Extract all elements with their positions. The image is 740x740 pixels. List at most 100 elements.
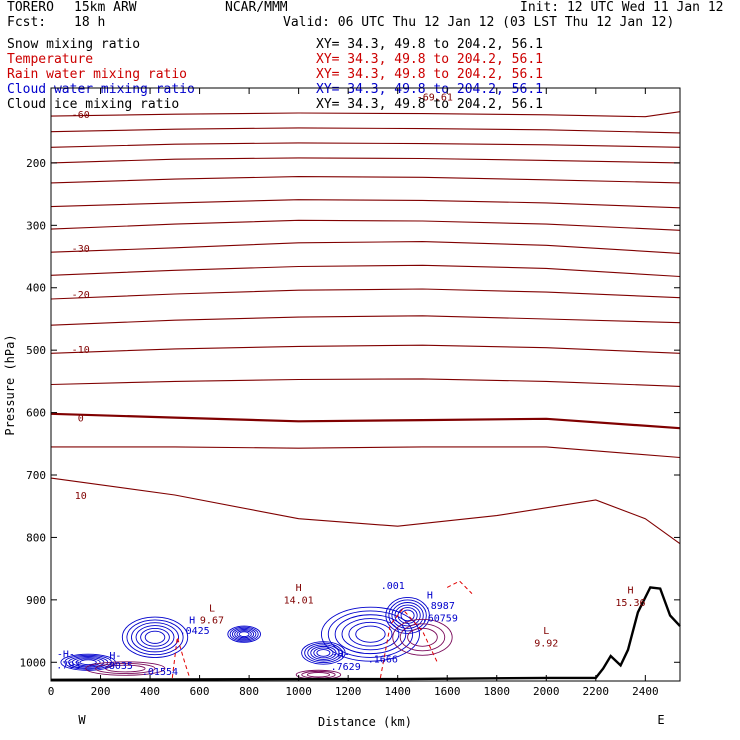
cloud-water-contour <box>394 604 421 627</box>
rain-contour <box>446 580 473 594</box>
field-xy-cloud-ice: XY= 34.3, 49.8 to 204.2, 56.1 <box>316 97 543 112</box>
temperature-contour <box>51 446 681 459</box>
cloud-water-contour <box>341 618 400 651</box>
contour-annotation: 9.92 <box>534 639 558 650</box>
temperature-contour <box>50 176 681 184</box>
field-xy-temperature: XY= 34.3, 49.8 to 204.2, 56.1 <box>316 52 543 67</box>
contour-annotation: 15.36 <box>615 598 645 609</box>
terrain-profile <box>50 586 681 681</box>
init-label: Init: 12 UTC Wed 11 Jan 12 <box>520 0 724 15</box>
temperature-contour <box>50 412 681 430</box>
cloud-water-contour <box>236 630 252 639</box>
temperature-contour-label: -10 <box>72 345 90 356</box>
domain-label: TORERO <box>7 0 54 15</box>
y-tick-label: 700 <box>26 469 46 482</box>
temperature-contour-label: -20 <box>72 290 90 301</box>
field-name-temperature: Temperature <box>7 52 94 67</box>
snow-contour <box>95 663 156 675</box>
cloud-annotation: .1666 <box>368 654 398 665</box>
snow-contour <box>105 664 146 673</box>
temperature-contour-label: 10 <box>75 491 87 502</box>
snow-contours <box>85 618 453 680</box>
cloud-water-contour <box>227 625 261 643</box>
temperature-contour <box>50 477 681 545</box>
cloud-water-contour <box>234 629 255 640</box>
cloud-water-contour <box>229 626 259 642</box>
cloud-annotation: .793 <box>56 661 80 672</box>
cloud-water-contour <box>316 649 331 657</box>
cloud-water-contour <box>313 647 334 659</box>
x-tick-label: 1000 <box>285 685 312 698</box>
cloud-water-contour <box>304 642 343 664</box>
cloud-water-contours <box>60 597 430 671</box>
x-tick-label: 400 <box>140 685 160 698</box>
x-axis-label: Distance (km) <box>318 715 412 729</box>
temperature-contour <box>50 378 681 387</box>
cloud-annotation: .0425 <box>180 626 210 637</box>
cloud-water-contour <box>126 619 184 656</box>
y-tick-label: 200 <box>26 157 46 170</box>
snow-contour <box>306 672 331 678</box>
cloud-water-contour <box>391 602 424 629</box>
cloud-water-contour <box>355 625 386 643</box>
contour-annotation: -69.61 <box>417 92 453 103</box>
temperature-contour <box>50 241 681 254</box>
x-tick-label: 2000 <box>533 685 560 698</box>
cloud-annotation: .7629 <box>331 662 361 673</box>
cloud-water-contour <box>400 609 415 622</box>
contour-annotation: 14.01 <box>284 596 314 607</box>
temperature-contour-label: -60 <box>72 110 90 121</box>
x-tick-label: 1200 <box>335 685 362 698</box>
temperature-contour <box>50 157 681 164</box>
cloud-water-contour <box>385 597 430 634</box>
y-tick-label: 400 <box>26 282 46 295</box>
y-tick-label: 800 <box>26 531 46 544</box>
cloud-annotation: .8987 <box>425 601 455 612</box>
cloud-annotation: -H- <box>332 649 350 660</box>
model-label: 15km ARW <box>74 0 137 15</box>
cloud-water-contour <box>334 614 407 655</box>
cloud-water-contour <box>79 659 97 666</box>
cloud-water-contour <box>135 625 175 650</box>
x-tick-label: 1800 <box>483 685 510 698</box>
cloud-water-contour <box>327 610 414 658</box>
cloud-water-contour <box>320 606 420 662</box>
cloud-annotation: H <box>189 616 195 627</box>
cloud-water-contour <box>388 599 427 632</box>
snow-contour <box>399 623 446 652</box>
temperature-contour <box>50 315 681 326</box>
temperature-contour <box>50 344 681 354</box>
cloud-water-contour <box>131 622 179 653</box>
cloud-water-contour <box>301 641 346 665</box>
cloud-water-contour <box>231 627 257 641</box>
temperature-contour <box>50 288 681 300</box>
temperature-contour <box>50 264 681 278</box>
x-tick-label: 1600 <box>434 685 461 698</box>
x-tick-label: 0 <box>48 685 55 698</box>
cloud-water-contour <box>348 621 393 647</box>
y-tick-label: 900 <box>26 594 46 607</box>
x-end-right-label: E <box>657 713 664 727</box>
temperature-contours: -60 -30 -20 -10 0 10 <box>50 110 681 545</box>
cloud-annotation: .01554 <box>142 667 178 678</box>
snow-contour <box>392 618 453 656</box>
y-tick-label: 1000 <box>20 656 47 669</box>
contour-annotation: L <box>543 626 549 637</box>
temperature-contour <box>50 127 681 134</box>
contour-annotation: 9.67 <box>200 616 224 627</box>
cloud-water-contour <box>140 627 170 647</box>
fcst-prefix: Fcst: <box>7 15 47 30</box>
fcst-value: 18 h <box>74 15 106 30</box>
x-tick-label: 200 <box>91 685 111 698</box>
rain-contour <box>379 608 438 678</box>
cloud-water-contour <box>144 630 166 644</box>
contour-annotation: H <box>296 583 302 594</box>
cloud-annotation: .8035 <box>103 661 133 672</box>
cloud-water-contour <box>71 657 105 668</box>
snow-contour <box>85 661 166 676</box>
rain-contours <box>171 580 473 679</box>
cloud-water-contour <box>310 645 337 660</box>
y-tick-label: 300 <box>26 219 46 232</box>
contour-annotation: L <box>209 604 215 615</box>
